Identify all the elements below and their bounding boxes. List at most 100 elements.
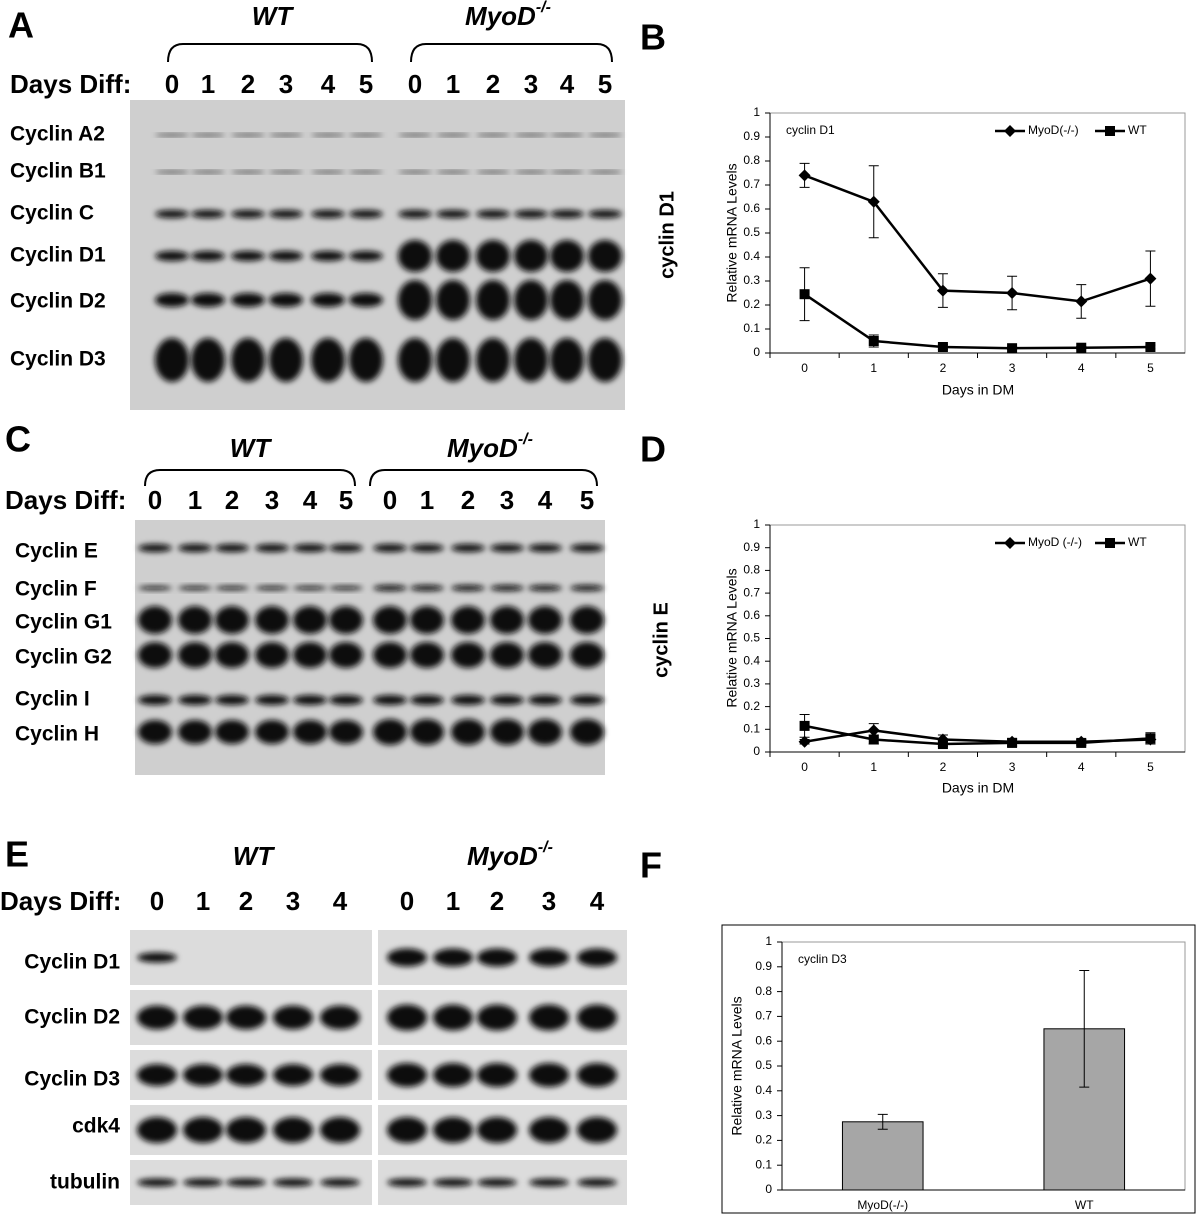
band — [529, 948, 569, 967]
marker — [1105, 126, 1115, 136]
marker — [1006, 287, 1019, 299]
band — [529, 1178, 569, 1187]
band — [215, 720, 249, 744]
band — [329, 586, 363, 590]
y-tick-label: 0.9 — [755, 959, 772, 973]
band — [436, 280, 470, 320]
x-tick-label: 3 — [1009, 760, 1016, 774]
band — [269, 134, 303, 136]
y-tick-label: 0.4 — [743, 249, 760, 263]
band — [349, 251, 383, 261]
band — [528, 719, 562, 745]
panel-letter: B — [640, 17, 666, 58]
band — [550, 338, 584, 382]
lane-label: 1 — [420, 485, 434, 515]
lane-label: 2 — [486, 69, 500, 99]
band — [373, 585, 407, 591]
band — [293, 544, 327, 552]
band — [433, 948, 473, 967]
band — [373, 544, 407, 552]
band — [231, 210, 265, 218]
series-line — [803, 293, 1151, 350]
band — [138, 642, 172, 668]
error-bar — [877, 1113, 888, 1130]
band — [398, 240, 432, 272]
marker — [1145, 733, 1156, 744]
band — [451, 606, 485, 634]
lane-label: 0 — [400, 886, 414, 916]
marker — [936, 284, 949, 297]
lane-label: 1 — [201, 69, 215, 99]
marker — [798, 169, 811, 182]
band — [373, 606, 407, 634]
band — [349, 338, 383, 382]
band — [191, 338, 225, 382]
band — [255, 606, 289, 634]
band — [570, 719, 604, 745]
band — [588, 240, 622, 272]
row-label: Cyclin D3 — [24, 1068, 120, 1091]
band — [451, 642, 485, 668]
band — [138, 695, 172, 705]
group-label-text: MyoD — [467, 841, 538, 871]
bracket — [144, 469, 356, 487]
y-tick-label: 0.2 — [743, 699, 760, 713]
band — [137, 1064, 177, 1086]
band — [577, 1004, 617, 1031]
group-label: MyoD-/- — [447, 431, 533, 463]
chart-frame — [721, 924, 1196, 1214]
marker — [1004, 537, 1016, 549]
lane-label: 0 — [148, 485, 162, 515]
band — [137, 952, 177, 963]
band — [436, 134, 470, 136]
band — [410, 585, 444, 591]
y-tick-label: 0.3 — [743, 676, 760, 690]
group-label: WT — [233, 841, 276, 871]
legend-label: MyoD(-/-) — [1028, 123, 1079, 137]
marker — [868, 336, 879, 346]
band — [577, 1117, 617, 1143]
marker — [867, 724, 880, 737]
side-label: cyclin E — [650, 602, 672, 678]
band — [528, 544, 562, 552]
lane-label: 0 — [150, 886, 164, 916]
row-label: Cyclin E — [15, 540, 98, 563]
y-tick-label: 0 — [765, 1182, 772, 1196]
marker — [1076, 737, 1087, 748]
band — [269, 171, 303, 173]
band — [155, 338, 189, 382]
legend-label: MyoD (-/-) — [1028, 535, 1082, 549]
lane-label: 2 — [461, 485, 475, 515]
band — [273, 1117, 313, 1143]
band — [588, 210, 622, 218]
group-label: WT — [252, 1, 295, 31]
x-tick-label: 2 — [940, 361, 947, 375]
band — [433, 1117, 473, 1143]
x-tick-label: 4 — [1078, 760, 1085, 774]
band — [490, 544, 524, 552]
marker — [1007, 737, 1018, 748]
bar — [841, 1121, 924, 1191]
marker — [799, 289, 810, 300]
lane-label: 1 — [446, 69, 460, 99]
group-label-text: MyoD — [465, 1, 536, 31]
marker — [1076, 342, 1087, 353]
band — [155, 171, 189, 173]
lane-label: 2 — [225, 485, 239, 515]
band — [588, 134, 622, 136]
bracket — [369, 469, 598, 487]
superscript: -/- — [518, 431, 533, 448]
marker — [1145, 342, 1156, 352]
band — [183, 1178, 223, 1187]
bracket — [167, 43, 373, 63]
band — [588, 171, 622, 173]
error-bar — [1079, 970, 1090, 1088]
band — [476, 240, 510, 272]
lane-label: 2 — [239, 886, 253, 916]
band — [490, 642, 524, 668]
superscript: -/- — [536, 0, 551, 16]
row-label: Cyclin A2 — [10, 123, 105, 146]
band — [269, 293, 303, 307]
row-label: Cyclin F — [15, 578, 97, 601]
panel-letter: A — [8, 5, 34, 46]
